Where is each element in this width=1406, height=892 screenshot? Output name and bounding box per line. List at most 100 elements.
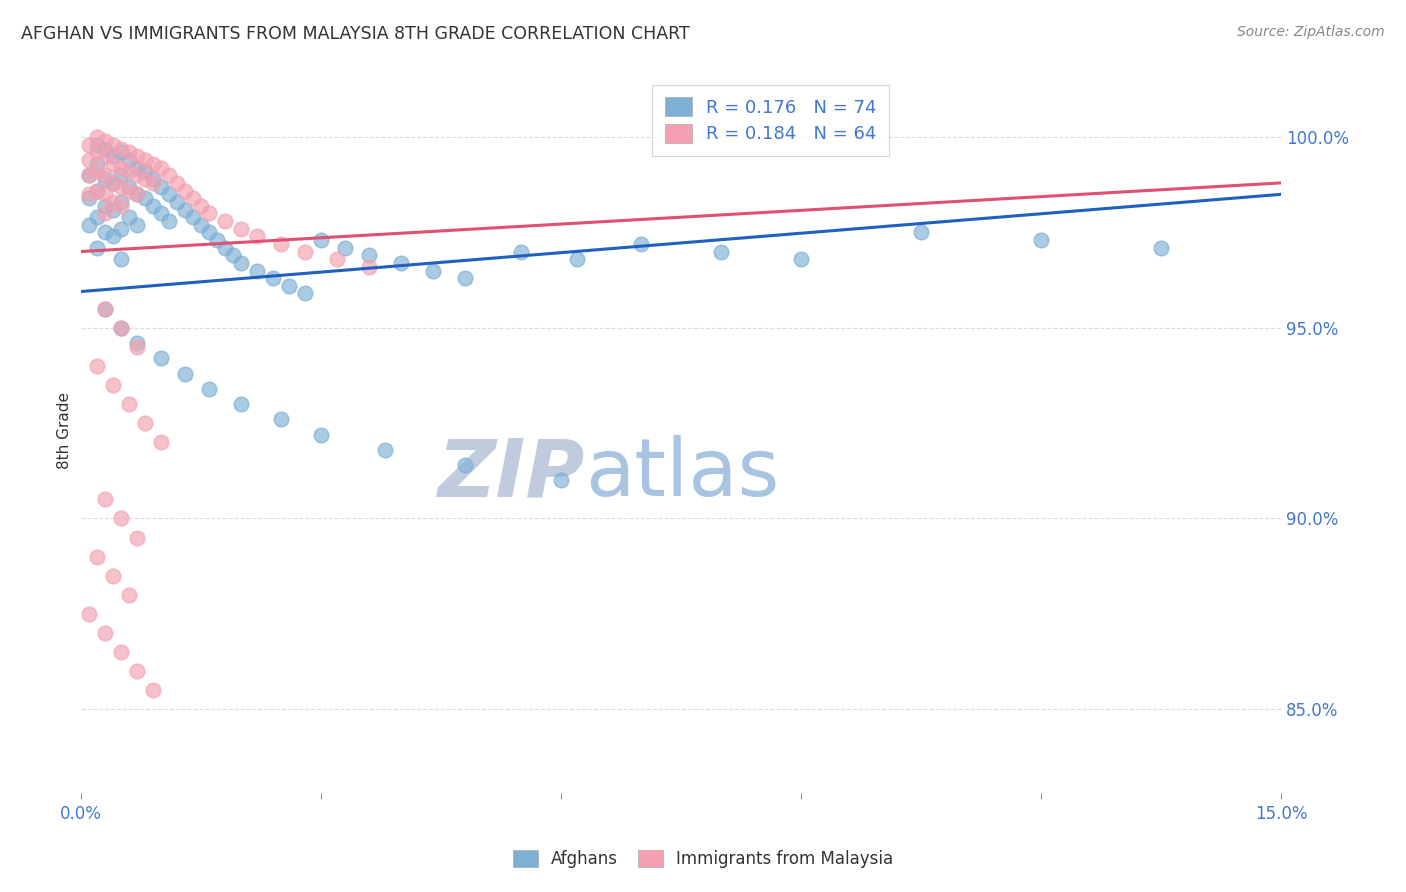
Point xyxy=(110,199,132,213)
Point xyxy=(77,137,100,152)
Point xyxy=(214,214,236,228)
Point xyxy=(77,218,100,232)
Point xyxy=(110,320,132,334)
Point xyxy=(149,179,172,194)
Point xyxy=(117,397,139,411)
Point xyxy=(110,252,132,267)
Point xyxy=(134,416,156,430)
Point xyxy=(93,226,115,240)
Point xyxy=(101,378,124,392)
Point xyxy=(134,172,156,186)
Point xyxy=(125,161,148,175)
Point xyxy=(93,301,115,316)
Point xyxy=(141,199,163,213)
Point xyxy=(157,214,180,228)
Point xyxy=(149,435,172,450)
Point xyxy=(149,161,172,175)
Point xyxy=(710,244,733,259)
Text: AFGHAN VS IMMIGRANTS FROM MALAYSIA 8TH GRADE CORRELATION CHART: AFGHAN VS IMMIGRANTS FROM MALAYSIA 8TH G… xyxy=(21,25,690,43)
Point xyxy=(101,157,124,171)
Point xyxy=(117,145,139,160)
Point xyxy=(1029,233,1052,247)
Point xyxy=(141,683,163,698)
Point xyxy=(110,320,132,334)
Point xyxy=(157,187,180,202)
Point xyxy=(197,226,219,240)
Point xyxy=(101,229,124,244)
Point xyxy=(101,194,124,209)
Point xyxy=(117,588,139,602)
Point xyxy=(110,169,132,183)
Point xyxy=(117,153,139,167)
Point xyxy=(229,256,252,270)
Point xyxy=(565,252,588,267)
Point xyxy=(197,382,219,396)
Point xyxy=(294,286,316,301)
Point xyxy=(389,256,412,270)
Point xyxy=(117,184,139,198)
Point xyxy=(110,145,132,160)
Y-axis label: 8th Grade: 8th Grade xyxy=(58,392,72,469)
Point xyxy=(245,229,267,244)
Point xyxy=(157,169,180,183)
Point xyxy=(125,531,148,545)
Point xyxy=(125,218,148,232)
Point xyxy=(197,206,219,220)
Text: atlas: atlas xyxy=(585,435,779,513)
Point xyxy=(86,164,108,178)
Point xyxy=(125,187,148,202)
Point xyxy=(86,130,108,145)
Point xyxy=(77,187,100,202)
Point xyxy=(86,359,108,373)
Point xyxy=(117,164,139,178)
Point xyxy=(125,340,148,354)
Point xyxy=(221,248,243,262)
Point xyxy=(1150,241,1173,255)
Point xyxy=(86,241,108,255)
Point xyxy=(101,568,124,582)
Point xyxy=(166,176,188,190)
Point xyxy=(262,271,284,285)
Point xyxy=(149,206,172,220)
Point xyxy=(110,142,132,156)
Point xyxy=(277,278,299,293)
Point xyxy=(117,179,139,194)
Point xyxy=(86,137,108,152)
Point xyxy=(77,169,100,183)
Point xyxy=(325,252,347,267)
Point xyxy=(125,664,148,678)
Point xyxy=(77,169,100,183)
Point xyxy=(101,176,124,190)
Point xyxy=(110,194,132,209)
Point xyxy=(205,233,228,247)
Point xyxy=(357,260,380,274)
Point xyxy=(910,226,932,240)
Point xyxy=(93,172,115,186)
Point xyxy=(229,397,252,411)
Point xyxy=(86,184,108,198)
Point xyxy=(134,153,156,167)
Point xyxy=(110,511,132,525)
Point xyxy=(374,442,396,457)
Point xyxy=(77,153,100,167)
Legend: Afghans, Immigrants from Malaysia: Afghans, Immigrants from Malaysia xyxy=(506,843,900,875)
Point xyxy=(86,211,108,225)
Point xyxy=(309,233,332,247)
Point xyxy=(110,645,132,659)
Point xyxy=(550,473,572,487)
Point xyxy=(93,149,115,163)
Point xyxy=(86,184,108,198)
Point xyxy=(125,149,148,163)
Point xyxy=(173,184,195,198)
Point xyxy=(93,169,115,183)
Point xyxy=(117,211,139,225)
Point xyxy=(141,176,163,190)
Point xyxy=(630,236,652,251)
Point xyxy=(101,137,124,152)
Point xyxy=(110,179,132,194)
Point xyxy=(134,191,156,205)
Point xyxy=(149,351,172,366)
Point xyxy=(181,211,204,225)
Point xyxy=(270,412,292,426)
Point xyxy=(134,164,156,178)
